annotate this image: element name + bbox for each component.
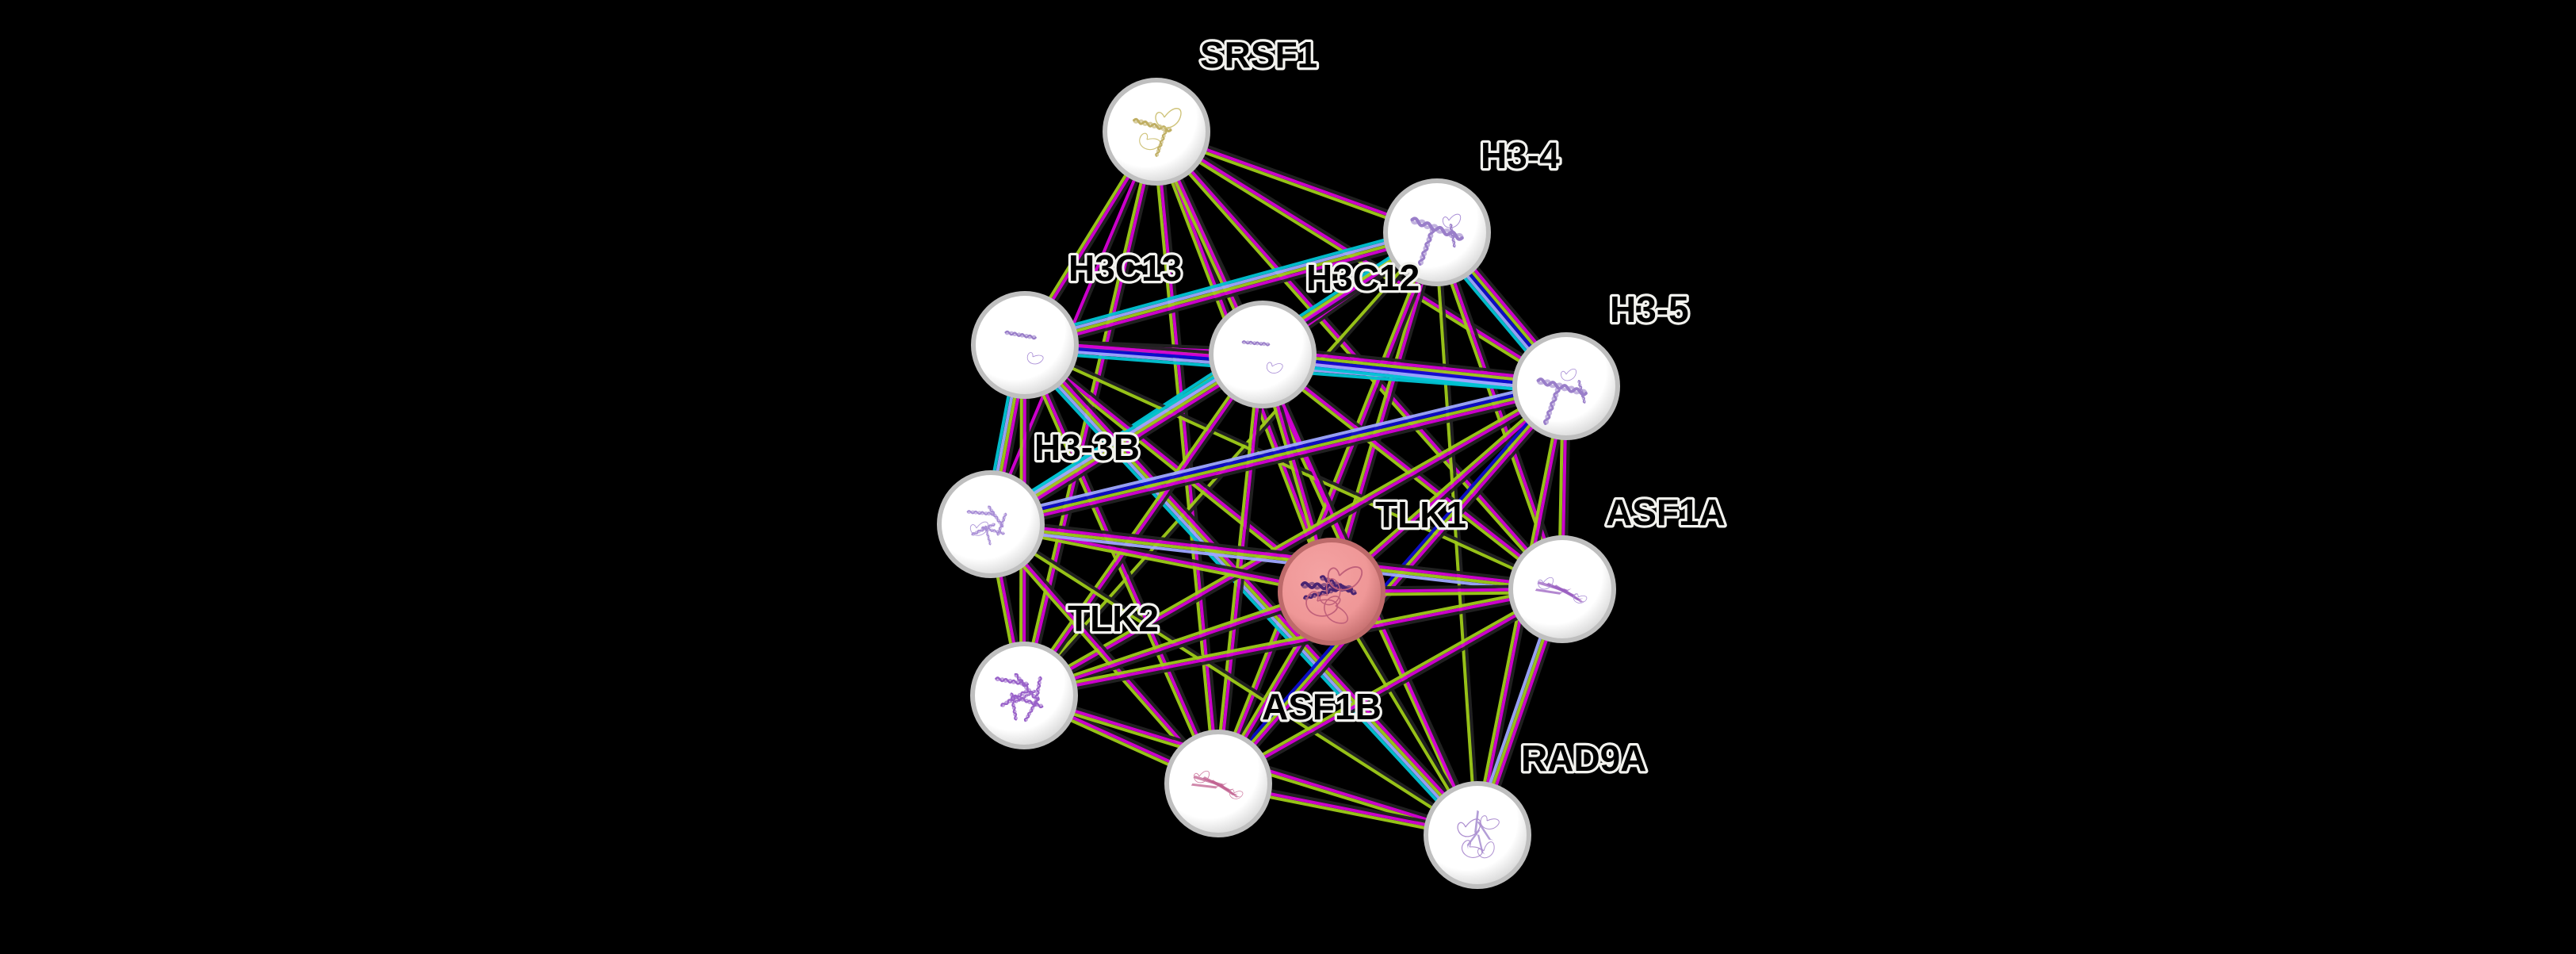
- svg-text:ASF1B: ASF1B: [1262, 686, 1382, 727]
- svg-text:RAD9A: RAD9A: [1521, 738, 1646, 779]
- svg-text:H3-4: H3-4: [1481, 135, 1560, 176]
- svg-text:H3-5: H3-5: [1610, 289, 1689, 330]
- svg-text:H3C13: H3C13: [1068, 247, 1182, 289]
- svg-text:H3-3B: H3-3B: [1034, 427, 1140, 468]
- svg-text:SRSF1: SRSF1: [1200, 34, 1317, 75]
- svg-text:H3C12: H3C12: [1306, 257, 1420, 298]
- svg-text:TLK1: TLK1: [1375, 494, 1466, 535]
- svg-text:TLK2: TLK2: [1068, 598, 1159, 639]
- svg-text:ASF1A: ASF1A: [1606, 492, 1726, 533]
